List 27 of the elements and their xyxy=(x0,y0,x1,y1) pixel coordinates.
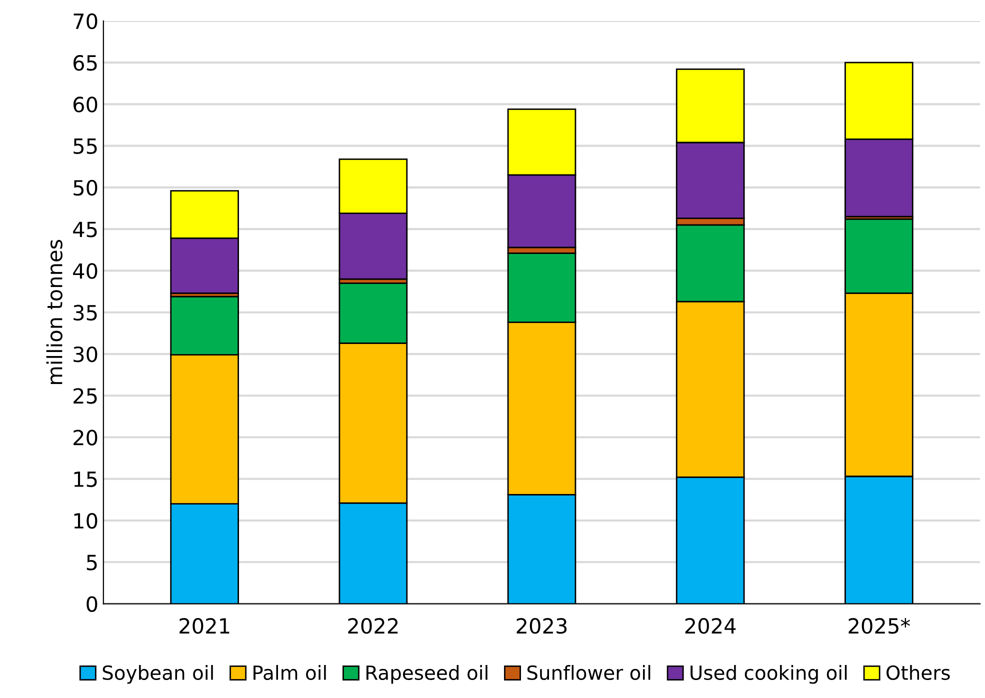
legend-label: Rapeseed oil xyxy=(366,664,488,684)
legend-label: Used cooking oil xyxy=(690,664,847,684)
y-tick-label: 70 xyxy=(74,13,98,30)
y-tick-label: 0 xyxy=(86,596,98,612)
y-tick-label: 10 xyxy=(74,512,98,529)
y-tick-label: 65 xyxy=(74,55,97,71)
y-tick-label: 45 xyxy=(73,222,97,238)
x-tick-label: 2022 xyxy=(348,618,398,634)
x-tick-label: 2025* xyxy=(848,618,910,634)
y-tick-label: 15 xyxy=(74,472,97,488)
x-tick-label: 2023 xyxy=(516,618,567,634)
legend-label: Soybean oil xyxy=(102,664,213,684)
y-tick-label: 55 xyxy=(74,138,97,154)
x-tick-label: 2024 xyxy=(685,618,736,634)
y-tick-label: 35 xyxy=(74,304,97,321)
legend-label: Sunflower oil xyxy=(527,664,650,680)
legend-label: Palm oil xyxy=(254,664,326,680)
y-axis-title: million tonnes xyxy=(46,240,62,384)
x-tick-label: 2021 xyxy=(180,618,230,634)
y-tick-label: 50 xyxy=(74,180,98,196)
legend-label: Others xyxy=(886,664,950,680)
y-tick-label: 20 xyxy=(74,430,98,446)
y-tick-label: 40 xyxy=(73,263,98,279)
y-tick-label: 5 xyxy=(86,554,97,570)
y-tick-label: 30 xyxy=(74,346,98,362)
y-tick-label: 60 xyxy=(74,96,98,112)
y-tick-label: 25 xyxy=(74,388,97,404)
